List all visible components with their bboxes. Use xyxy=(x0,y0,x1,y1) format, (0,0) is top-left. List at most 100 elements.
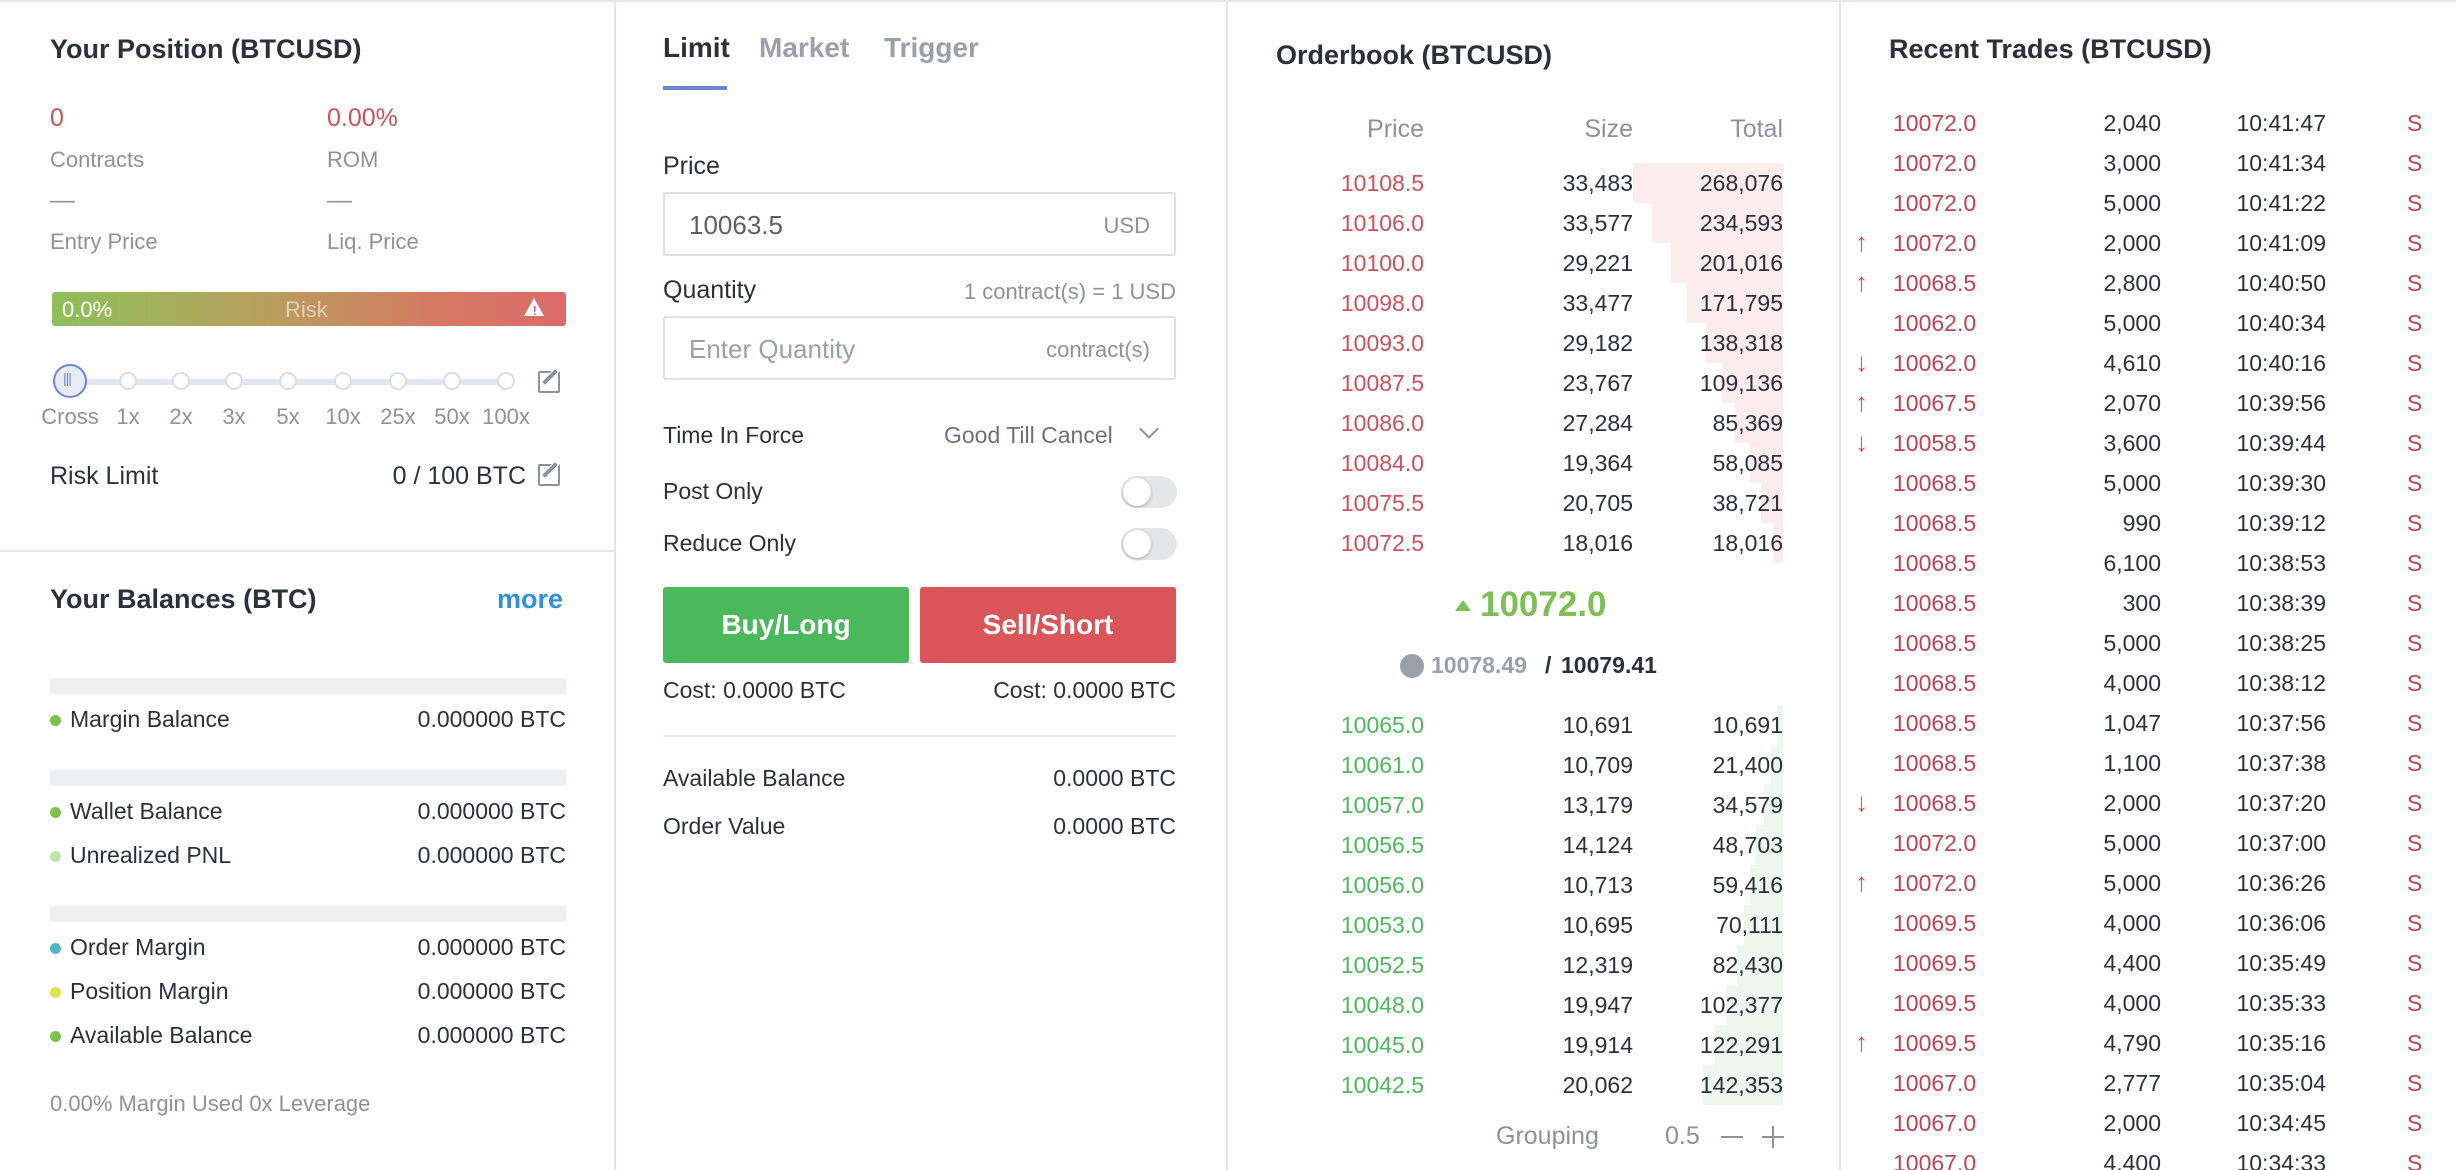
sell-short-button[interactable]: Sell/Short xyxy=(920,587,1176,663)
leverage-option-50x[interactable]: 50x xyxy=(434,404,470,429)
orderbook-ask-row[interactable]: 10093.0 29,182 138,318 xyxy=(1228,323,1841,363)
legend-dot xyxy=(50,1031,61,1043)
orderbook-price[interactable]: 10093.0 xyxy=(1340,330,1424,356)
orderbook-ask-row[interactable]: 10084.0 19,364 58,085 xyxy=(1228,443,1841,483)
orderbook-price[interactable]: 10045.0 xyxy=(1340,1032,1424,1058)
trade-price: 10068.5 xyxy=(1893,710,1977,736)
trade-row: 10062.0 5,000 10:40:34 S xyxy=(1841,303,2456,343)
orderbook-price[interactable]: 10056.0 xyxy=(1340,872,1424,898)
orderbook-ask-row[interactable]: 10087.5 23,767 109,136 xyxy=(1228,363,1841,403)
orderbook-price[interactable]: 10075.5 xyxy=(1340,490,1424,516)
leverage-tick-3x[interactable] xyxy=(225,372,243,390)
orderbook-price[interactable]: 10042.5 xyxy=(1340,1072,1424,1098)
orderbook-price[interactable]: 10086.0 xyxy=(1340,410,1424,436)
risk-limit-edit-icon[interactable] xyxy=(538,464,560,486)
leverage-tick-25x[interactable] xyxy=(389,372,407,390)
orderbook-price[interactable]: 10052.5 xyxy=(1340,952,1424,978)
trade-size: 4,400 xyxy=(2103,950,2161,976)
leverage-option-3x[interactable]: 3x xyxy=(222,404,246,429)
orderbook-bid-row[interactable]: 10056.5 14,124 48,703 xyxy=(1228,825,1841,865)
orderbook-price[interactable]: 10056.5 xyxy=(1340,832,1424,858)
trade-size: 2,800 xyxy=(2103,270,2161,296)
quantity-placeholder[interactable]: Enter Quantity xyxy=(689,334,856,364)
trade-side: S xyxy=(2407,870,2423,896)
leverage-tick-2x[interactable] xyxy=(172,372,190,390)
trade-price: 10069.5 xyxy=(1893,910,1977,936)
trade-time: 10:37:20 xyxy=(2236,790,2326,816)
depth-bar xyxy=(1633,163,1783,203)
more-link[interactable]: more xyxy=(497,584,564,614)
orderbook-bid-row[interactable]: 10053.0 10,695 70,111 xyxy=(1228,905,1841,945)
quantity-input[interactable]: Enter Quantity contract(s) xyxy=(663,316,1176,380)
orderbook-ask-row[interactable]: 10086.0 27,284 85,369 xyxy=(1228,403,1841,443)
orderbook-bid-row[interactable]: 10057.0 13,179 34,579 xyxy=(1228,785,1841,825)
orderbook-ask-row[interactable]: 10100.0 29,221 201,016 xyxy=(1228,243,1841,283)
trade-price: 10067.5 xyxy=(1893,390,1977,416)
leverage-tick-1x[interactable] xyxy=(119,372,137,390)
minus-icon[interactable] xyxy=(1721,1136,1743,1138)
price-input[interactable]: 10063.5 USD xyxy=(663,192,1176,256)
orderbook-price[interactable]: 10098.0 xyxy=(1340,290,1424,316)
orderbook-ask-row[interactable]: 10098.0 33,477 171,795 xyxy=(1228,283,1841,323)
trade-price: 10072.0 xyxy=(1893,150,1977,176)
orderbook-price[interactable]: 10053.0 xyxy=(1340,912,1424,938)
orderbook-price[interactable]: 10100.0 xyxy=(1340,250,1424,276)
orderbook-price[interactable]: 10108.5 xyxy=(1340,170,1424,196)
trade-size: 5,000 xyxy=(2103,830,2161,856)
leverage-slider-handle[interactable] xyxy=(53,364,87,398)
orderbook-ask-row[interactable]: 10108.5 33,483 268,076 xyxy=(1228,163,1841,203)
leverage-option-5x[interactable]: 5x xyxy=(276,404,300,429)
orderbook-price[interactable]: 10048.0 xyxy=(1340,992,1424,1018)
orderbook-price[interactable]: 10057.0 xyxy=(1340,792,1424,818)
trade-time: 10:37:56 xyxy=(2236,710,2326,736)
orderbook-title: Orderbook (BTCUSD) xyxy=(1276,40,1552,70)
orderbook-bid-row[interactable]: 10045.0 19,914 122,291 xyxy=(1228,1025,1841,1065)
orderbook-bid-row[interactable]: 10048.0 19,947 102,377 xyxy=(1228,985,1841,1025)
orderbook-price[interactable]: 10061.0 xyxy=(1340,752,1424,778)
orderbook-bid-row[interactable]: 10056.0 10,713 59,416 xyxy=(1228,865,1841,905)
orderbook-bid-row[interactable]: 10065.0 10,691 10,691 xyxy=(1228,705,1841,745)
orderbook-price[interactable]: 10084.0 xyxy=(1340,450,1424,476)
tab-limit[interactable]: Limit xyxy=(663,32,730,63)
leverage-option-25x[interactable]: 25x xyxy=(380,404,416,429)
tab-market[interactable]: Market xyxy=(759,32,850,63)
depth-bar xyxy=(1722,363,1783,403)
plus-icon[interactable] xyxy=(1762,1126,1784,1148)
orderbook-ask-row[interactable]: 10072.5 18,016 18,016 xyxy=(1228,523,1841,563)
trade-row: 10072.0 3,000 10:41:34 S xyxy=(1841,143,2456,183)
price-input-value[interactable]: 10063.5 xyxy=(689,210,783,240)
orderbook-bid-row[interactable]: 10042.5 20,062 142,353 xyxy=(1228,1065,1841,1105)
orderbook-price[interactable]: 10065.0 xyxy=(1340,712,1424,738)
leverage-tick-10x[interactable] xyxy=(334,372,352,390)
orderbook-ask-row[interactable]: 10106.0 33,577 234,593 xyxy=(1228,203,1841,243)
orderbook-ask-row[interactable]: 10075.5 20,705 38,721 xyxy=(1228,483,1841,523)
trade-row: 10068.5 1,100 10:37:38 S xyxy=(1841,743,2456,783)
leverage-tick-50x[interactable] xyxy=(443,372,461,390)
orderbook-bid-row[interactable]: 10052.5 12,319 82,430 xyxy=(1228,945,1841,985)
orderbook-price[interactable]: 10106.0 xyxy=(1340,210,1424,236)
leverage-tick-5x[interactable] xyxy=(279,372,297,390)
tab-trigger[interactable]: Trigger xyxy=(884,32,979,63)
trade-row: ↑ 10072.0 2,000 10:41:09 S xyxy=(1841,223,2456,263)
orderbook-bid-row[interactable]: 10061.0 10,709 21,400 xyxy=(1228,745,1841,785)
orderbook-size: 10,695 xyxy=(1562,912,1633,938)
leverage-option-1x[interactable]: 1x xyxy=(116,404,140,429)
leverage-option-cross[interactable]: Cross xyxy=(41,404,99,429)
buy-long-button[interactable]: Buy/Long xyxy=(663,587,909,663)
available-balance-value: 0.0000 BTC xyxy=(1053,765,1176,791)
edit-icon[interactable] xyxy=(538,371,560,393)
trade-size: 4,610 xyxy=(2103,350,2161,376)
orderbook-price[interactable]: 10087.5 xyxy=(1340,370,1424,396)
trade-side: S xyxy=(2407,1150,2423,1170)
leverage-option-2x[interactable]: 2x xyxy=(169,404,193,429)
post-only-toggle[interactable] xyxy=(1121,476,1177,508)
chevron-down-icon[interactable] xyxy=(1139,419,1159,439)
leverage-tick-100x[interactable] xyxy=(497,372,515,390)
time-in-force-select[interactable]: Good Till Cancel xyxy=(944,422,1113,448)
reduce-only-toggle[interactable] xyxy=(1121,528,1177,560)
orderbook-price[interactable]: 10072.5 xyxy=(1340,530,1424,556)
last-price: 10072.0 xyxy=(1480,585,1607,624)
price-label: Price xyxy=(663,152,720,180)
leverage-option-10x[interactable]: 10x xyxy=(325,404,361,429)
leverage-option-100x[interactable]: 100x xyxy=(482,404,530,429)
